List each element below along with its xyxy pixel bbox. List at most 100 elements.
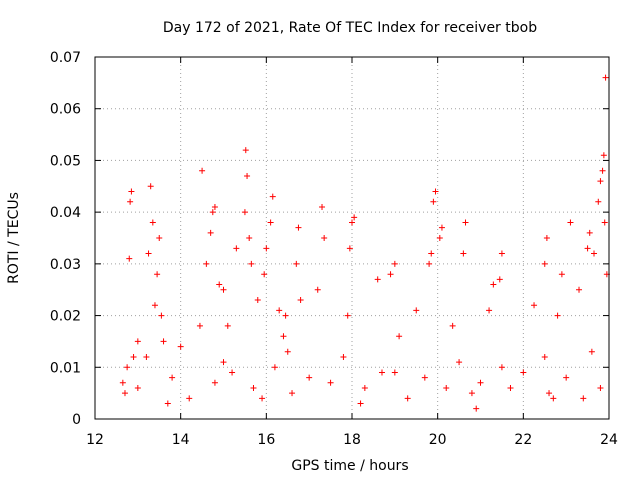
data-point — [216, 281, 223, 288]
data-point — [203, 260, 210, 267]
data-point — [595, 198, 602, 205]
data-point — [597, 384, 604, 391]
data-point — [404, 395, 411, 402]
data-point — [130, 353, 137, 360]
x-tick-label: 14 — [172, 432, 190, 448]
y-tick-label: 0.05 — [50, 153, 81, 169]
data-points — [119, 74, 610, 412]
data-point — [344, 312, 351, 319]
x-tick-label: 18 — [343, 432, 361, 448]
data-point — [346, 245, 353, 252]
data-point — [361, 384, 368, 391]
data-point — [486, 307, 493, 314]
data-point — [259, 395, 266, 402]
data-point — [244, 172, 251, 179]
data-point — [601, 219, 608, 226]
data-point — [314, 286, 321, 293]
y-tick-label: 0.07 — [50, 50, 81, 66]
data-point — [158, 312, 165, 319]
data-point — [387, 271, 394, 278]
data-point — [432, 188, 439, 195]
data-point — [169, 374, 176, 381]
data-point — [143, 353, 150, 360]
data-point — [541, 260, 548, 267]
data-point — [496, 276, 503, 283]
data-point — [327, 379, 334, 386]
data-point — [134, 338, 141, 345]
data-point — [378, 369, 385, 376]
y-axis-label: ROTI / TECUs — [6, 192, 22, 284]
data-point — [121, 390, 128, 397]
x-tick-label: 16 — [257, 432, 275, 448]
data-point — [319, 203, 326, 210]
data-point — [199, 167, 206, 174]
data-point — [546, 390, 553, 397]
y-tick-label: 0.02 — [50, 309, 81, 325]
data-point — [241, 209, 248, 216]
data-point — [588, 348, 595, 355]
data-point — [127, 198, 134, 205]
data-point — [321, 235, 328, 241]
x-tick-label: 12 — [86, 432, 104, 448]
axis-ticks: 12 14 16 18 20 22 24 0 0.01 0.02 0.03 0.04 0.05 0.06 0… — [50, 50, 618, 448]
x-tick-label: 24 — [600, 432, 618, 448]
data-point — [462, 219, 469, 226]
data-point — [580, 395, 587, 402]
data-point — [124, 364, 131, 371]
data-point — [160, 338, 167, 345]
data-point — [563, 374, 570, 381]
data-point — [164, 400, 171, 407]
data-point — [413, 307, 420, 314]
data-point — [220, 286, 227, 293]
data-point — [554, 312, 561, 319]
data-point — [436, 235, 443, 241]
data-point — [269, 193, 276, 200]
data-point — [151, 302, 158, 309]
data-point — [261, 271, 268, 278]
data-point — [576, 286, 583, 293]
data-point — [246, 235, 253, 241]
data-point — [280, 333, 287, 340]
data-point — [211, 379, 218, 386]
data-point — [391, 369, 398, 376]
data-point — [374, 276, 381, 283]
x-tick-label: 20 — [429, 432, 447, 448]
data-point — [276, 307, 283, 314]
data-point — [490, 281, 497, 288]
data-point — [543, 235, 550, 241]
data-point — [224, 322, 231, 329]
data-point — [428, 250, 435, 257]
data-point — [282, 312, 289, 319]
data-point — [289, 390, 296, 397]
data-point — [468, 390, 475, 397]
data-point — [430, 198, 437, 205]
data-point — [267, 219, 274, 226]
data-point — [449, 322, 456, 329]
data-point — [156, 235, 163, 241]
data-point — [284, 348, 291, 355]
data-point — [293, 260, 300, 267]
data-point — [597, 178, 604, 185]
data-point — [233, 245, 240, 252]
data-point — [438, 224, 445, 231]
x-axis-label: GPS time / hours — [291, 458, 408, 474]
data-point — [531, 302, 538, 309]
data-point — [591, 250, 598, 257]
data-point — [186, 395, 193, 402]
data-point — [584, 245, 591, 252]
grid-lines — [95, 57, 609, 419]
data-point — [421, 374, 428, 381]
data-point — [340, 353, 347, 360]
data-point — [599, 167, 606, 174]
data-point — [196, 322, 203, 329]
data-point — [456, 359, 463, 366]
data-point — [242, 147, 249, 154]
data-point — [520, 369, 527, 376]
data-point — [263, 245, 270, 252]
data-point — [602, 74, 609, 81]
data-point — [207, 229, 214, 236]
data-point — [306, 374, 313, 381]
data-point — [134, 384, 141, 391]
data-point — [349, 219, 355, 226]
